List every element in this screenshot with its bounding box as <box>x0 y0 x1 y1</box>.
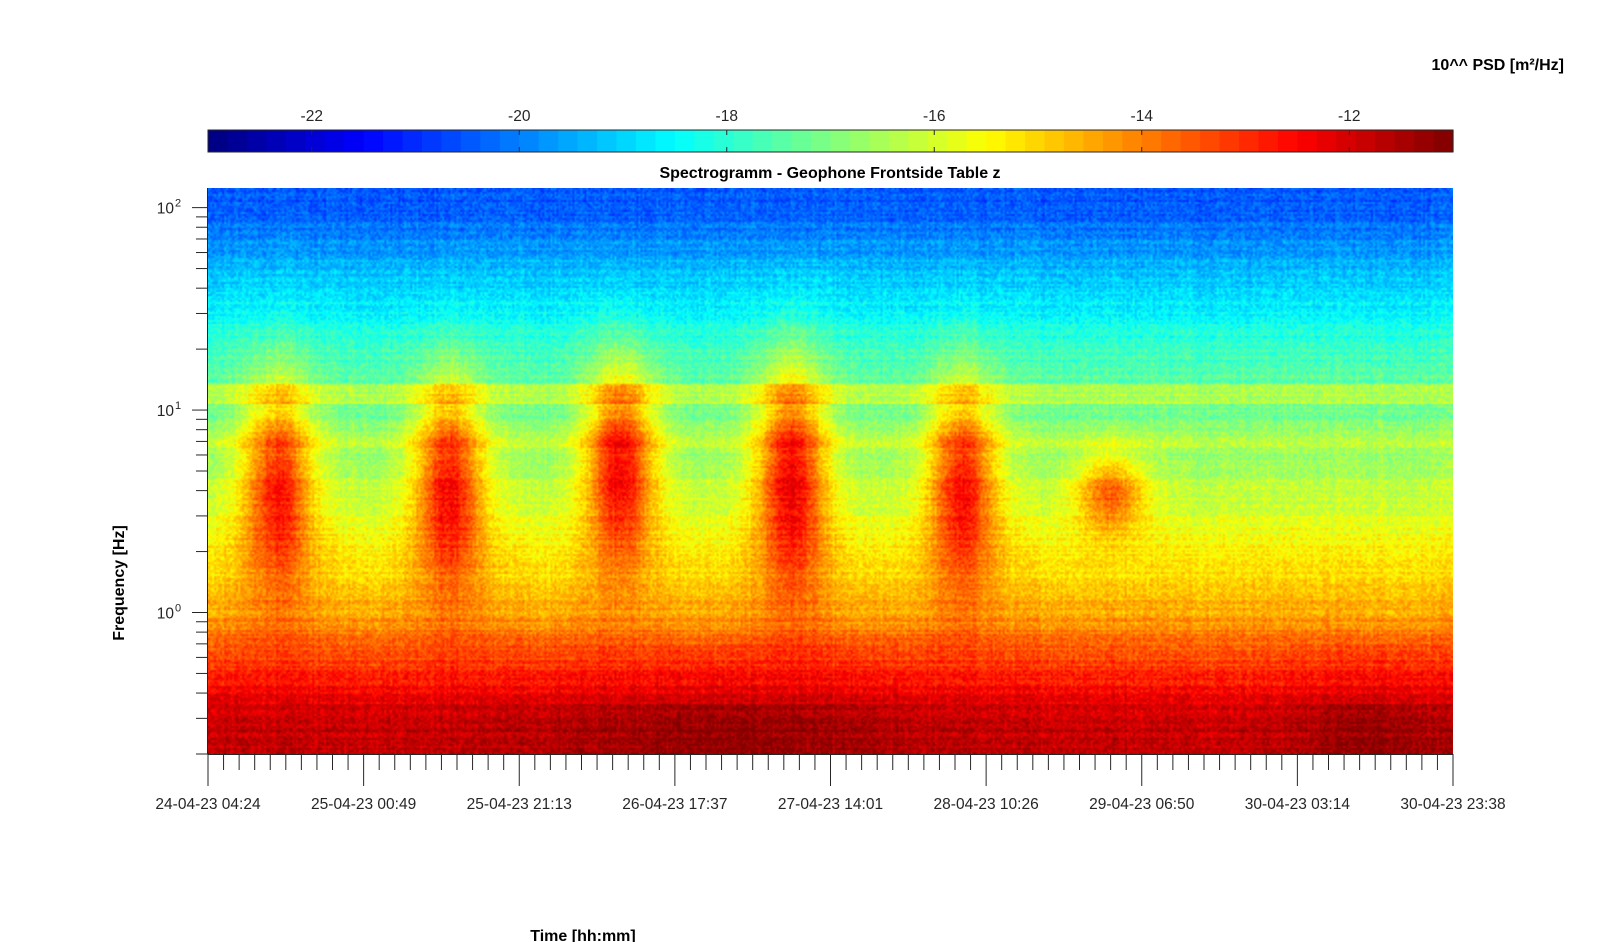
y-tick-exponent: 1 <box>175 400 181 412</box>
colorbar-frame <box>207 129 1454 153</box>
colorbar-cell <box>266 130 287 152</box>
colorbar-cell <box>830 130 851 152</box>
colorbar-cell <box>713 130 734 152</box>
colorbar-cell <box>1297 130 1318 152</box>
chart-title: Spectrogramm - Geophone Frontside Table … <box>659 165 1000 182</box>
colorbar-cell <box>344 130 365 152</box>
colorbar-cell <box>888 130 909 152</box>
x-tick-label: 30-04-23 23:38 <box>1400 796 1505 813</box>
colorbar-cell <box>324 130 345 152</box>
colorbar-cell <box>791 130 812 152</box>
colorbar-cell <box>519 130 540 152</box>
colorbar-cell <box>694 130 715 152</box>
colorbar-cell <box>499 130 520 152</box>
x-tick-label: 30-04-23 03:14 <box>1245 796 1351 813</box>
colorbar-tick-label: -12 <box>1338 108 1360 125</box>
colorbar-cell <box>363 130 384 152</box>
colorbar-cell <box>208 130 229 152</box>
colorbar-label: 10^^ PSD [m²/Hz] <box>1432 57 1564 74</box>
colorbar-cell <box>1161 130 1182 152</box>
colorbar-cell <box>383 130 404 152</box>
colorbar-cell <box>1025 130 1046 152</box>
colorbar-cell <box>1219 130 1240 152</box>
colorbar-cell <box>733 130 754 152</box>
plot-area <box>208 188 1453 754</box>
x-tick-label: 24-04-23 04:24 <box>155 796 261 813</box>
colorbar-cell <box>927 130 948 152</box>
colorbar-cell <box>947 130 968 152</box>
colorbar-cell <box>1258 130 1279 152</box>
x-tick-label: 29-04-23 06:50 <box>1089 796 1195 813</box>
colorbar-cell <box>558 130 579 152</box>
x-axis-label: Time [hh:mm] <box>530 928 635 942</box>
colorbar-cell <box>655 130 676 152</box>
colorbar-cell <box>460 130 481 152</box>
colorbar-cell <box>1316 130 1337 152</box>
colorbar-cell <box>1414 130 1435 152</box>
colorbar-cell <box>1044 130 1065 152</box>
spectrogram-heatmap <box>208 188 1453 754</box>
colorbar-cell <box>752 130 773 152</box>
colorbar-tick-label: -16 <box>923 108 945 125</box>
colorbar-ticks: -22 -20 -18 -16 -14 -12 <box>301 108 1360 152</box>
colorbar-cell <box>1122 130 1143 152</box>
y-axis-label: Frequency [Hz] <box>111 525 128 641</box>
colorbar-cell <box>402 130 423 152</box>
colorbar-cell <box>538 130 559 152</box>
colorbar-cell <box>908 130 929 152</box>
colorbar-cell <box>597 130 618 152</box>
colorbar-cell <box>849 130 871 152</box>
colorbar-tick-label: -22 <box>301 108 323 125</box>
colorbar-cell <box>1083 130 1104 152</box>
colorbar-cell <box>1336 130 1357 152</box>
colorbar-cell <box>1141 130 1162 152</box>
y-tick-exponent: 2 <box>175 198 181 210</box>
colorbar-cell <box>869 130 890 152</box>
colorbar-tick-label: -20 <box>508 108 531 125</box>
y-tick-exponent: 0 <box>175 603 181 615</box>
colorbar-cell <box>1180 130 1201 152</box>
colorbar-cell <box>1277 130 1298 152</box>
colorbar-tick-label: -18 <box>716 108 738 125</box>
colorbar-tick-label: -14 <box>1131 108 1154 125</box>
colorbar-cell <box>674 130 695 152</box>
colorbar-cell <box>635 130 657 152</box>
colorbar-cell <box>811 130 832 152</box>
colorbar-gradient <box>208 130 1454 152</box>
colorbar-cell <box>1239 130 1260 152</box>
colorbar-cell <box>421 130 443 152</box>
colorbar-cell <box>616 130 637 152</box>
colorbar-cell <box>986 130 1007 152</box>
colorbar-cell <box>285 130 306 152</box>
colorbar-cell <box>1063 130 1084 152</box>
colorbar: -22 -20 -18 -16 -14 -12 10^^ PSD [m²/Hz] <box>207 57 1564 153</box>
x-tick-label: 25-04-23 21:13 <box>467 796 572 813</box>
y-tick-label: 10 <box>157 403 175 420</box>
colorbar-cell <box>480 130 501 152</box>
x-tick-label: 27-04-23 14:01 <box>778 796 883 813</box>
x-axis: 24-04-23 04:24 25-04-23 00:49 25-04-23 21:… <box>155 754 1506 813</box>
colorbar-cell <box>1375 130 1396 152</box>
y-tick-label: 10 <box>157 201 175 218</box>
colorbar-cell <box>966 130 987 152</box>
x-tick-label: 26-04-23 17:37 <box>622 796 727 813</box>
colorbar-cell <box>1394 130 1415 152</box>
colorbar-cell <box>227 130 248 152</box>
x-tick-label: 25-04-23 00:49 <box>311 796 416 813</box>
colorbar-cell <box>1102 130 1123 152</box>
colorbar-cell <box>577 130 598 152</box>
colorbar-cell <box>246 130 267 152</box>
y-tick-label: 10 <box>157 606 175 623</box>
colorbar-cell <box>441 130 462 152</box>
colorbar-cell <box>1355 130 1376 152</box>
spectrogram-image <box>208 188 1453 754</box>
x-tick-label: 28-04-23 10:26 <box>934 796 1039 813</box>
colorbar-cell <box>305 130 326 152</box>
colorbar-cell <box>1200 130 1221 152</box>
colorbar-cell <box>1433 130 1454 152</box>
colorbar-cell <box>1005 130 1026 152</box>
colorbar-cell <box>772 130 793 152</box>
